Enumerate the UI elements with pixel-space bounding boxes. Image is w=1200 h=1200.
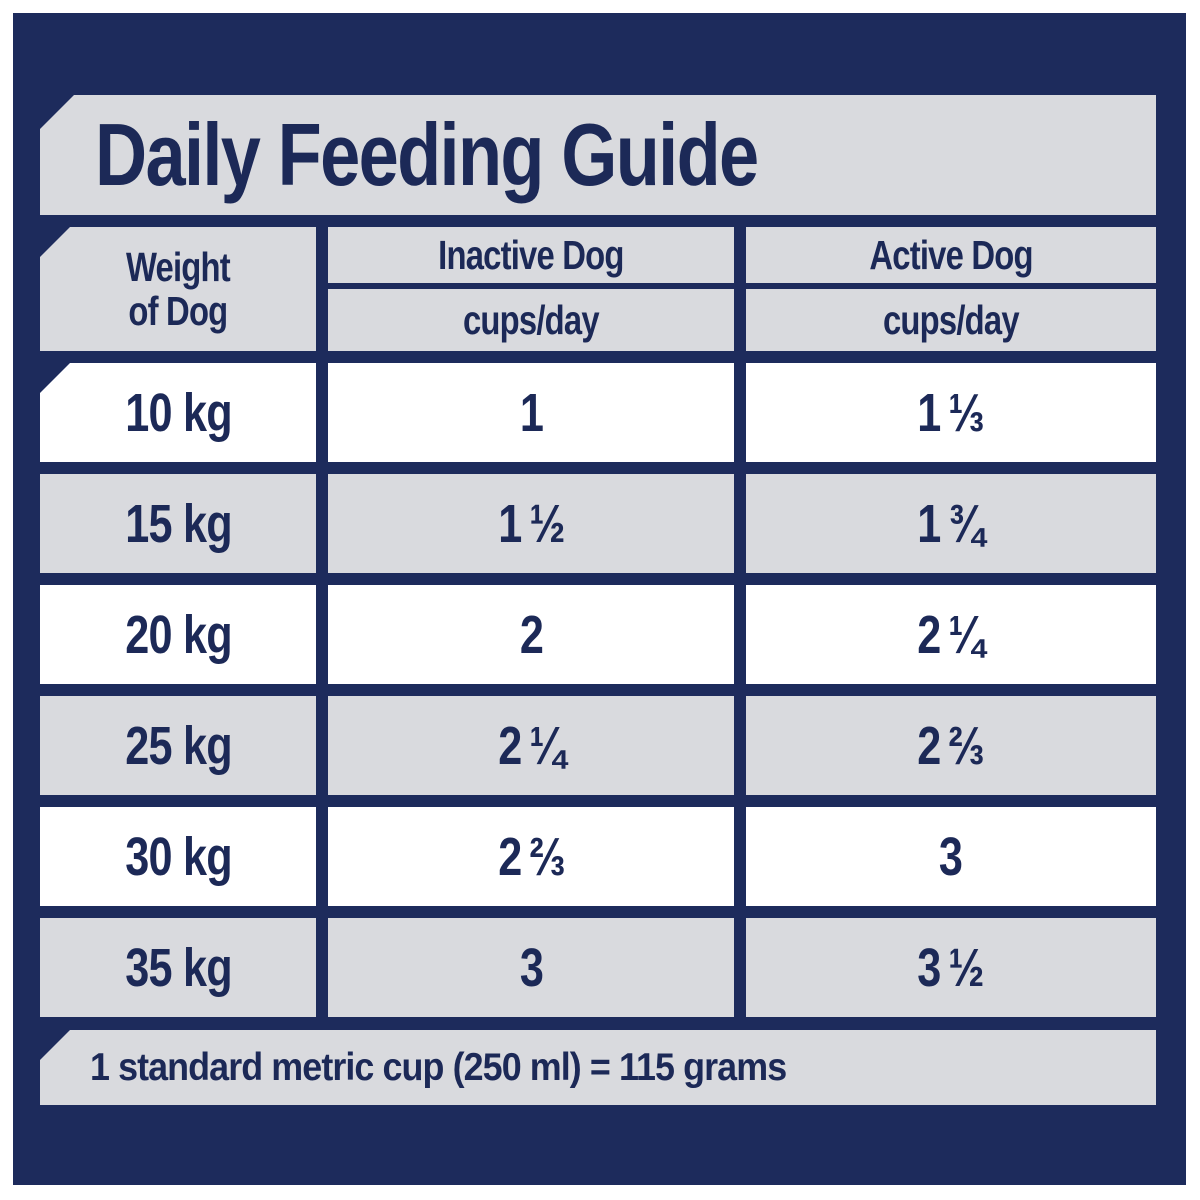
header-inactive-label: Inactive Dog (438, 231, 624, 278)
active-cups-cell: 2 ⅔ (745, 696, 1156, 795)
header-inactive-unit: cups/day (463, 296, 600, 343)
inactive-cups-cell: 1 ½ (328, 474, 734, 573)
table-row: 25 kg 2 ¼ 2 ⅔ (40, 696, 1156, 795)
weight-value: 25 kg (124, 715, 232, 776)
header-active-unit-row: cups/day (746, 289, 1156, 351)
header-weight-line1: Weight (126, 243, 231, 290)
header-active-dog: Active Dog cups/day (745, 227, 1156, 351)
table-row: 10 kg 1 1 ⅓ (40, 363, 1156, 462)
inactive-cups-value: 2 ¼ (497, 715, 565, 776)
footnote-bar: 1 standard metric cup (250 ml) = 115 gra… (40, 1030, 1156, 1105)
inactive-cups-cell: 3 (328, 918, 734, 1017)
active-cups-value: 3 (939, 826, 963, 887)
table-row: 20 kg 2 2 ¼ (40, 585, 1156, 684)
header-active-label-row: Active Dog (745, 227, 1156, 289)
active-cups-value: 1 ⅓ (917, 382, 985, 443)
weight-cell: 10 kg (40, 363, 317, 462)
weight-cell: 25 kg (40, 696, 317, 795)
title-bar: Daily Feeding Guide (40, 95, 1156, 215)
inactive-cups-value: 3 (519, 937, 543, 998)
header-active-label: Active Dog (869, 231, 1033, 278)
table-row: 30 kg 2 ⅔ 3 (40, 807, 1156, 906)
weight-value: 35 kg (124, 937, 232, 998)
inactive-cups-cell: 1 (328, 363, 734, 462)
header-inactive-label-row: Inactive Dog (328, 227, 734, 289)
header-weight-line2: of Dog (128, 288, 229, 334)
weight-cell: 30 kg (40, 807, 317, 906)
weight-cell: 20 kg (40, 585, 317, 684)
inactive-cups-cell: 2 ¼ (328, 696, 734, 795)
weight-value: 20 kg (124, 604, 232, 665)
navy-panel: Daily Feeding Guide Weight of Dog Inacti… (13, 13, 1186, 1185)
weight-value: 10 kg (124, 382, 232, 443)
inactive-cups-value: 2 (519, 604, 543, 665)
active-cups-value: 2 ⅔ (917, 715, 985, 776)
active-cups-value: 2 ¼ (917, 604, 985, 665)
header-inactive-unit-row: cups/day (328, 289, 733, 351)
weight-value: 30 kg (124, 826, 232, 887)
table-row: 15 kg 1 ½ 1 ¾ (40, 474, 1156, 573)
inactive-cups-cell: 2 ⅔ (328, 807, 734, 906)
table-header: Weight of Dog Inactive Dog cups/day Acti… (40, 227, 1156, 351)
weight-cell: 15 kg (40, 474, 317, 573)
weight-value: 15 kg (124, 493, 232, 554)
active-cups-cell: 1 ⅓ (745, 363, 1156, 462)
inactive-cups-value: 1 ½ (497, 493, 565, 554)
active-cups-cell: 3 ½ (745, 918, 1156, 1017)
inactive-cups-value: 2 ⅔ (497, 826, 565, 887)
page-title: Daily Feeding Guide (95, 105, 759, 204)
header-weight-of-dog: Weight of Dog (40, 227, 317, 351)
active-cups-value: 1 ¾ (917, 493, 985, 554)
inactive-cups-value: 1 (519, 382, 543, 443)
table-row: 35 kg 3 3 ½ (40, 918, 1156, 1017)
header-active-unit: cups/day (882, 296, 1020, 343)
active-cups-cell: 3 (745, 807, 1156, 906)
active-cups-cell: 2 ¼ (745, 585, 1156, 684)
active-cups-value: 3 ½ (917, 937, 985, 998)
header-inactive-dog: Inactive Dog cups/day (328, 227, 734, 351)
weight-cell: 35 kg (40, 918, 317, 1017)
active-cups-cell: 1 ¾ (745, 474, 1156, 573)
inactive-cups-cell: 2 (328, 585, 734, 684)
footnote-text: 1 standard metric cup (250 ml) = 115 gra… (90, 1045, 787, 1089)
